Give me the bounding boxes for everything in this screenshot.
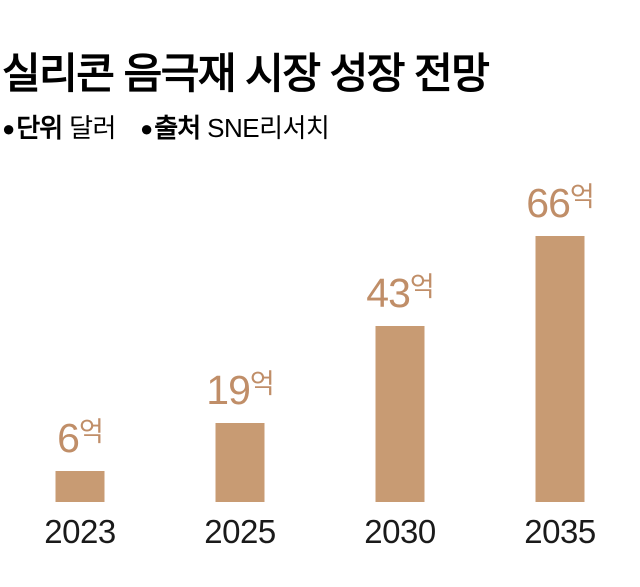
- value-label-2025: 19 억: [160, 370, 320, 411]
- source-bullet-icon: ●: [139, 115, 154, 141]
- year-label-2030: 2030: [364, 513, 436, 550]
- chart-title: 실리콘 음극재 시장 성장 전망: [2, 50, 490, 97]
- value-label-2035: 66 억: [480, 183, 640, 224]
- bar-2025: [215, 423, 265, 502]
- bar-group-2030: 43 억 2030: [320, 0, 480, 587]
- bar-2023: [55, 471, 105, 502]
- value-unit-suffix: 억: [249, 369, 275, 399]
- source-value: SNE리서치: [207, 113, 330, 143]
- value-unit-suffix: 억: [409, 272, 435, 302]
- bar-group-2025: 19 억 2025: [160, 0, 320, 587]
- value-number: 66: [526, 180, 571, 226]
- bar-2030: [375, 326, 425, 502]
- unit-bullet-icon: ●: [2, 115, 16, 141]
- value-number: 43: [366, 270, 411, 316]
- unit-value: 달러: [69, 113, 116, 143]
- bar-group-2035: 66 억 2035: [480, 0, 640, 587]
- value-number: 6: [57, 415, 80, 461]
- value-number: 19: [206, 367, 251, 413]
- year-label-2023: 2023: [44, 513, 116, 550]
- unit-label: 단위: [16, 113, 63, 143]
- value-label-2023: 6 억: [0, 418, 160, 459]
- value-unit-suffix: 억: [78, 417, 104, 447]
- bar-group-2023: 6 억 2023: [0, 0, 160, 587]
- value-unit-suffix: 억: [569, 182, 595, 212]
- source-label: 출처: [154, 113, 201, 143]
- chart-meta-line: ● 단위 달러 ● 출처 SNE리서치: [2, 112, 330, 146]
- year-label-2025: 2025: [204, 513, 276, 550]
- value-label-2030: 43 억: [320, 273, 480, 314]
- bar-2035: [535, 236, 585, 502]
- year-label-2035: 2035: [524, 513, 596, 550]
